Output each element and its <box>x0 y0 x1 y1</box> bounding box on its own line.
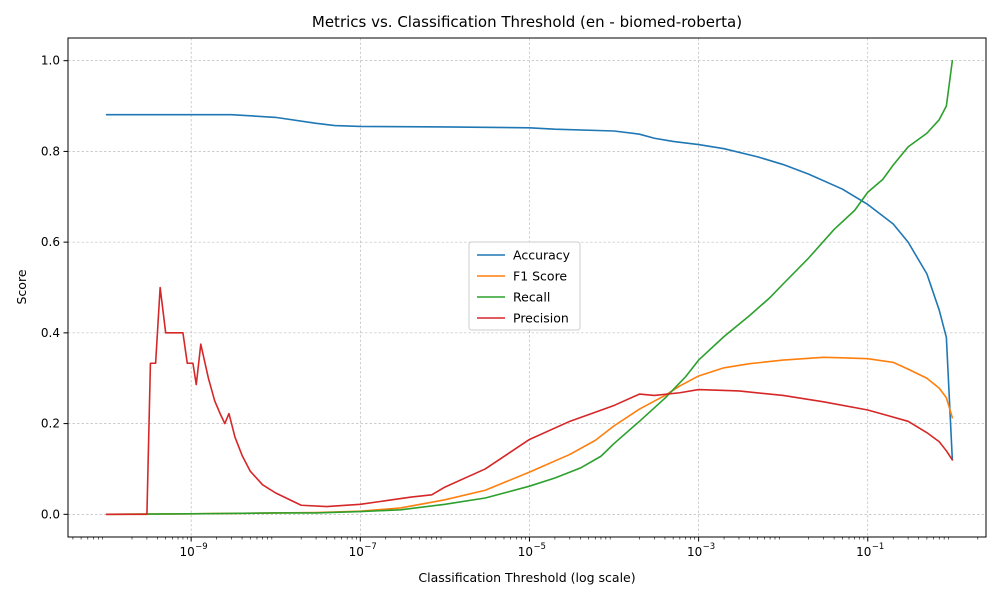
y-tick-label: 0.0 <box>41 507 60 521</box>
legend-label: F1 Score <box>513 269 567 284</box>
series-line-recall <box>105 59 954 516</box>
x-tick-label: 10 <box>349 545 364 559</box>
x-tick-exponent: −9 <box>195 542 208 552</box>
x-tick-exponent: −3 <box>703 542 716 552</box>
x-tick-label: 10 <box>856 545 871 559</box>
y-tick-label: 0.6 <box>41 235 60 249</box>
y-tick-label: 0.2 <box>41 417 60 431</box>
plot-frame <box>67 37 987 538</box>
axis-ticks: 10 −9 10 −7 10 −5 10 −3 10 −10.00.20.40.60.81.0 <box>41 54 979 559</box>
legend-label: Accuracy <box>513 248 571 263</box>
series-line-accuracy <box>105 113 954 461</box>
legend-box <box>468 241 581 331</box>
legend-label: Recall <box>513 290 550 305</box>
legend: Accuracy F1 Score Recall Precision <box>468 241 581 331</box>
y-tick-label: 0.4 <box>41 326 60 340</box>
y-axis-label: Score <box>14 269 29 304</box>
series-line-precision <box>105 286 954 516</box>
x-tick-exponent: −5 <box>533 542 546 552</box>
x-tick-label: 10 <box>687 545 702 559</box>
x-axis-label: Classification Threshold (log scale) <box>418 570 635 585</box>
legend-label: Precision <box>513 311 569 326</box>
x-tick-exponent: −1 <box>872 542 885 552</box>
y-tick-label: 1.0 <box>41 54 60 68</box>
y-tick-label: 0.8 <box>41 144 60 158</box>
x-tick-label: 10 <box>518 545 533 559</box>
chart-title: Metrics vs. Classification Threshold (en… <box>312 13 742 31</box>
x-tick-exponent: −7 <box>364 542 377 552</box>
series-lines <box>105 59 954 516</box>
x-tick-label: 10 <box>179 545 194 559</box>
